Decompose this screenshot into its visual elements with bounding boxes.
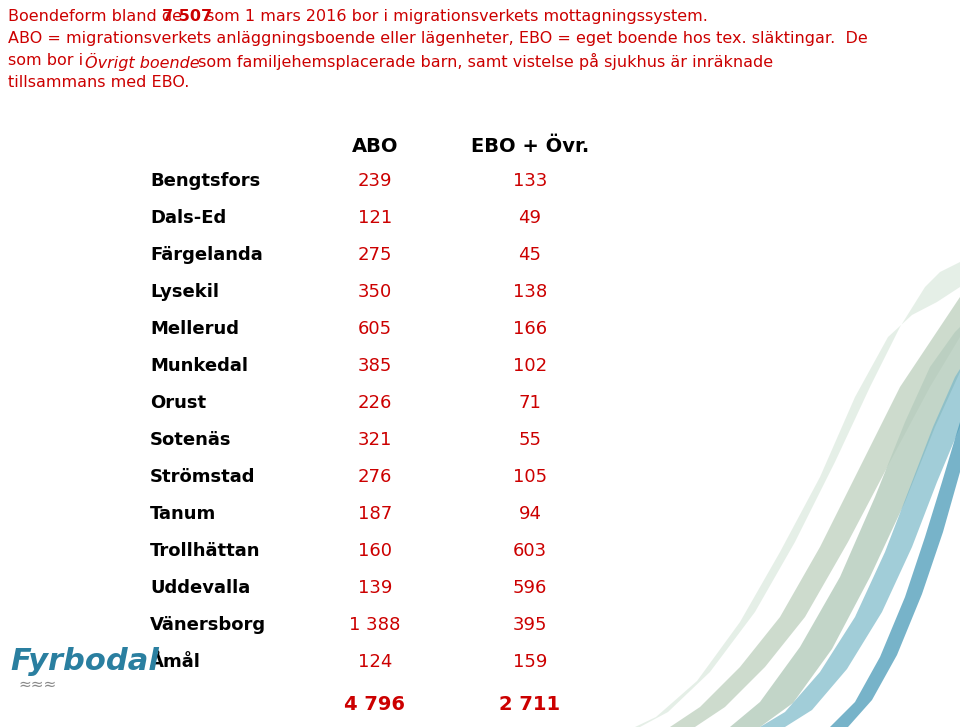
Text: 395: 395 [513, 616, 547, 634]
Text: Övrigt boende: Övrigt boende [85, 53, 200, 71]
Polygon shape [760, 369, 960, 727]
Text: Dals-Ed: Dals-Ed [150, 209, 227, 227]
Text: 49: 49 [518, 209, 541, 227]
Polygon shape [730, 327, 960, 727]
Text: 596: 596 [513, 579, 547, 597]
Text: som familjehemsplacerade barn, samt vistelse på sjukhus är inräknade: som familjehemsplacerade barn, samt vist… [193, 53, 773, 70]
Text: Bengtsfors: Bengtsfors [150, 172, 260, 190]
Text: 121: 121 [358, 209, 392, 227]
Polygon shape [635, 262, 960, 727]
Text: som bor i: som bor i [8, 53, 88, 68]
Text: Uddevalla: Uddevalla [150, 579, 251, 597]
Polygon shape [830, 422, 960, 727]
Text: 321: 321 [358, 431, 393, 449]
Text: 275: 275 [358, 246, 393, 264]
Text: Tanum: Tanum [150, 505, 216, 523]
Text: 160: 160 [358, 542, 392, 560]
Text: Åmål: Åmål [150, 653, 201, 671]
Text: Fyrbodal: Fyrbodal [10, 647, 158, 676]
Text: 105: 105 [513, 468, 547, 486]
Text: 276: 276 [358, 468, 393, 486]
Text: 124: 124 [358, 653, 393, 671]
Text: 226: 226 [358, 394, 393, 412]
Text: 350: 350 [358, 283, 392, 301]
Text: 187: 187 [358, 505, 392, 523]
Text: EBO + Övr.: EBO + Övr. [470, 137, 589, 156]
Polygon shape [670, 297, 960, 727]
Text: 138: 138 [513, 283, 547, 301]
Text: ABO = migrationsverkets anläggningsboende eller lägenheter, EBO = eget boende ho: ABO = migrationsverkets anläggningsboend… [8, 31, 868, 46]
Text: 159: 159 [513, 653, 547, 671]
Text: 139: 139 [358, 579, 393, 597]
Text: 102: 102 [513, 357, 547, 375]
Text: Färgelanda: Färgelanda [150, 246, 263, 264]
Text: tillsammans med EBO.: tillsammans med EBO. [8, 75, 189, 90]
Text: Lysekil: Lysekil [150, 283, 219, 301]
Text: 605: 605 [358, 320, 392, 338]
Text: 71: 71 [518, 394, 541, 412]
Text: 239: 239 [358, 172, 393, 190]
Text: Mellerud: Mellerud [150, 320, 239, 338]
Text: 2 711: 2 711 [499, 695, 561, 714]
Text: 1 388: 1 388 [349, 616, 400, 634]
Text: 4 796: 4 796 [345, 695, 405, 714]
Text: 133: 133 [513, 172, 547, 190]
Text: 94: 94 [518, 505, 541, 523]
Text: Vänersborg: Vänersborg [150, 616, 266, 634]
Text: ABO: ABO [351, 137, 398, 156]
Text: Sotenäs: Sotenäs [150, 431, 231, 449]
Text: Trollhättan: Trollhättan [150, 542, 260, 560]
Text: Munkedal: Munkedal [150, 357, 248, 375]
Text: Orust: Orust [150, 394, 206, 412]
Text: 45: 45 [518, 246, 541, 264]
Text: som 1 mars 2016 bor i migrationsverkets mottagningssystem.: som 1 mars 2016 bor i migrationsverkets … [201, 9, 708, 24]
Text: 603: 603 [513, 542, 547, 560]
Text: 166: 166 [513, 320, 547, 338]
Text: 385: 385 [358, 357, 393, 375]
Text: 7 507: 7 507 [162, 9, 212, 24]
Text: ≈≈≈: ≈≈≈ [18, 677, 57, 692]
Text: Boendeform bland de: Boendeform bland de [8, 9, 187, 24]
Text: 55: 55 [518, 431, 541, 449]
Text: Strömstad: Strömstad [150, 468, 255, 486]
